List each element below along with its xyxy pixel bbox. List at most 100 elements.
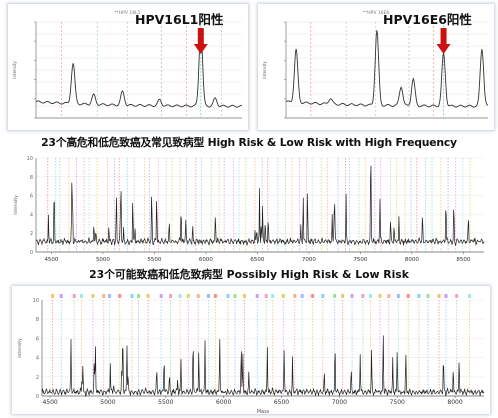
x-tick-label: 6000 bbox=[216, 399, 231, 406]
red-arrow-shaft bbox=[440, 28, 447, 44]
reference-label bbox=[242, 294, 246, 298]
reference-label bbox=[213, 294, 217, 298]
reference-label bbox=[293, 294, 297, 298]
reference-label bbox=[350, 294, 354, 298]
group1-caption: 23个高危和低危致癌及常见致病型 High Risk & Low Risk wi… bbox=[41, 136, 457, 149]
reference-label bbox=[437, 294, 441, 298]
red-arrow-head bbox=[193, 44, 208, 54]
hpv16l1-title: HPV16L1阳性 bbox=[135, 12, 224, 27]
reference-label bbox=[255, 294, 259, 298]
reference-label bbox=[387, 294, 391, 298]
reference-label bbox=[396, 294, 400, 298]
reference-label bbox=[186, 294, 190, 298]
reference-label bbox=[59, 294, 63, 298]
spectrum-trace bbox=[35, 31, 242, 108]
reference-label bbox=[169, 294, 173, 298]
reference-label bbox=[321, 294, 325, 298]
group2-spectrum-panel: 0 2 4 6 8 10 4500 5000 5500 6000 6500 7000 7500 8000 I… bbox=[12, 286, 490, 414]
y-tick-label: 4 bbox=[36, 356, 39, 362]
y-tick-label: 8 bbox=[30, 175, 33, 181]
x-tick-label: 5500 bbox=[147, 257, 161, 263]
reference-label bbox=[361, 294, 365, 298]
reference-label bbox=[333, 294, 337, 298]
reference-label bbox=[206, 294, 210, 298]
reference-label bbox=[264, 294, 268, 298]
small-chart-title: **HPV 16E6 bbox=[363, 10, 390, 16]
reference-label bbox=[444, 294, 448, 298]
reference-label bbox=[72, 294, 76, 298]
x-tick-label: 5000 bbox=[96, 257, 110, 263]
reference-label bbox=[281, 294, 285, 298]
hpv16l1-chart: Intensity **HPV 16L1 bbox=[12, 10, 242, 119]
reference-label bbox=[406, 294, 410, 298]
small-chart-title: **HPV 16L1 bbox=[114, 10, 140, 16]
reference-label bbox=[341, 294, 345, 298]
hpv16e6-chart: Intensity **HPV 16E6 bbox=[262, 10, 489, 119]
reference-label bbox=[79, 294, 83, 298]
reference-label bbox=[130, 294, 134, 298]
reference-label bbox=[426, 294, 430, 298]
group1-spectrum-panel: 0 2 4 6 8 10 4500 5000 5500 6000 6500 7000 7500 8000 8… bbox=[10, 152, 490, 264]
reference-label bbox=[178, 294, 182, 298]
spectrum-trace bbox=[41, 335, 485, 398]
x-tick-label: 5000 bbox=[100, 399, 115, 406]
y-tick-label: 4 bbox=[30, 212, 33, 218]
y-axis-label: Intensity bbox=[12, 61, 17, 79]
reference-label bbox=[196, 294, 200, 298]
x-tick-label: 6500 bbox=[274, 399, 289, 406]
y-axis-label: Intensity bbox=[13, 195, 19, 215]
group2-spectrum-chart: 0 2 4 6 8 10 4500 5000 5500 6000 6500 7000 7500 8000 I… bbox=[17, 294, 485, 414]
y-tick-label: 0 bbox=[36, 394, 39, 400]
reference-label bbox=[378, 294, 382, 298]
y-axis-label: Intensity bbox=[262, 61, 267, 79]
x-tick-label: 5500 bbox=[158, 399, 173, 406]
x-tick-label: 6500 bbox=[250, 257, 264, 263]
reference-label bbox=[300, 294, 304, 298]
hpv16e6-panel: Intensity **HPV 16E6 bbox=[258, 4, 494, 130]
y-tick-label: 6 bbox=[36, 336, 39, 342]
x-tick-label: 7000 bbox=[302, 257, 316, 263]
red-arrow-shaft bbox=[197, 28, 204, 44]
reference-label bbox=[369, 294, 373, 298]
reference-label bbox=[159, 294, 163, 298]
reference-label bbox=[51, 294, 55, 298]
reference-label bbox=[311, 294, 315, 298]
x-tick-label: 7500 bbox=[390, 399, 405, 406]
x-tick-label: 6000 bbox=[199, 257, 213, 263]
reference-label bbox=[271, 294, 275, 298]
y-tick-label: 10 bbox=[33, 298, 39, 304]
reference-label bbox=[417, 294, 421, 298]
reference-label bbox=[233, 294, 237, 298]
y-tick-label: 8 bbox=[36, 317, 39, 323]
reference-label bbox=[455, 294, 459, 298]
reference-label bbox=[91, 294, 95, 298]
x-tick-label: 8500 bbox=[456, 257, 470, 263]
y-tick-label: 2 bbox=[30, 231, 33, 237]
reference-label bbox=[226, 294, 230, 298]
y-tick-label: 10 bbox=[27, 156, 33, 162]
reference-label bbox=[468, 294, 472, 298]
reference-label bbox=[102, 294, 106, 298]
x-tick-label: 8000 bbox=[447, 399, 462, 406]
reference-label bbox=[108, 294, 112, 298]
y-axis-label: Intensity bbox=[17, 338, 23, 358]
hpv16l1-panel: Intensity **HPV 16L1 bbox=[8, 4, 248, 130]
x-tick-label: 4500 bbox=[44, 257, 58, 263]
x-tick-label: 7000 bbox=[332, 399, 347, 406]
x-tick-label: 4500 bbox=[42, 399, 57, 406]
reference-label bbox=[146, 294, 150, 298]
hpv16e6-title: HPV16E6阳性 bbox=[383, 12, 472, 27]
spectrum-trace bbox=[35, 165, 485, 246]
x-tick-label: 7500 bbox=[353, 257, 367, 263]
group2-caption: 23个可能致癌和低危致病型 Possibly High Risk & Low R… bbox=[89, 268, 409, 281]
group1-spectrum-chart: 0 2 4 6 8 10 4500 5000 5500 6000 6500 7000 7500 8000 8… bbox=[13, 156, 485, 263]
x-axis-label: Mass bbox=[257, 409, 270, 414]
spectrum-trace bbox=[285, 30, 489, 108]
red-arrow-head bbox=[436, 44, 451, 54]
reference-label bbox=[137, 294, 141, 298]
y-tick-label: 6 bbox=[30, 194, 33, 200]
reference-label bbox=[118, 294, 122, 298]
x-tick-label: 8000 bbox=[405, 257, 419, 263]
y-tick-label: 2 bbox=[36, 375, 39, 381]
y-tick-label: 0 bbox=[30, 250, 33, 256]
